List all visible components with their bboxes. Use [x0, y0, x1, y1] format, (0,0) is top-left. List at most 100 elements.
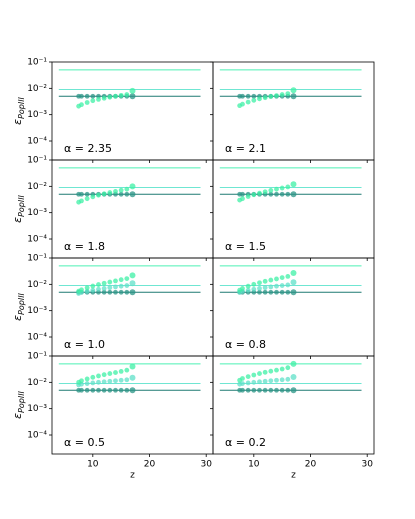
point: [245, 387, 251, 393]
point: [90, 380, 96, 386]
point: [257, 289, 262, 295]
point: [285, 184, 291, 190]
point: [257, 286, 262, 291]
point: [90, 283, 96, 289]
point: [113, 289, 118, 295]
point: [124, 186, 130, 192]
y-tick-label: 10⁻²: [27, 378, 47, 388]
point: [113, 370, 118, 375]
point: [251, 379, 257, 385]
point: [274, 276, 279, 282]
point: [262, 369, 268, 375]
point: [79, 387, 84, 393]
point: [274, 93, 279, 98]
point: [101, 379, 107, 385]
point: [124, 283, 130, 288]
y-tick-label: 10⁻²: [27, 182, 47, 192]
point: [257, 280, 262, 286]
y-axis-label: εPopIII: [11, 194, 26, 222]
point: [118, 191, 124, 197]
point: [107, 285, 113, 291]
x-tick-label: 20: [305, 460, 317, 470]
y-axis-label: εPopIII: [11, 96, 26, 124]
x-tick-label: 20: [144, 460, 156, 470]
panel-frame: [212, 355, 375, 455]
x-tick-label: 30: [200, 460, 212, 470]
point: [129, 191, 136, 198]
point: [129, 93, 136, 100]
point: [129, 87, 136, 94]
y-tick-label: 10⁻¹: [27, 254, 47, 264]
point: [96, 282, 101, 287]
y-tick-label: 10⁻²: [27, 280, 47, 290]
y-label-subscript: PopIII: [17, 194, 26, 217]
point: [79, 378, 84, 384]
point: [96, 192, 101, 198]
point: [118, 387, 124, 393]
point: [251, 372, 257, 378]
point: [279, 387, 285, 393]
y-tick-label: 10⁻⁴: [27, 235, 47, 245]
point: [118, 369, 124, 374]
point: [124, 377, 130, 383]
x-tick-label: 30: [361, 460, 373, 470]
point: [279, 185, 285, 191]
annotation: α = 2.1: [225, 142, 266, 155]
point: [96, 373, 101, 379]
annotation: α = 0.5: [64, 436, 105, 449]
point: [290, 387, 297, 394]
point: [90, 194, 96, 200]
point: [262, 189, 268, 195]
x-axis-label: z: [291, 471, 296, 481]
y-label-symbol: ε: [11, 119, 24, 125]
y-axis-label: εPopIII: [11, 390, 26, 418]
annotation: α = 0.2: [225, 436, 266, 449]
point: [257, 190, 262, 196]
point: [84, 191, 90, 197]
point: [268, 94, 274, 99]
y-tick-label: 10⁻¹: [27, 352, 47, 362]
point: [101, 286, 107, 291]
point: [285, 376, 291, 382]
point: [240, 376, 245, 381]
point: [124, 289, 130, 295]
point: [124, 387, 130, 393]
point: [262, 278, 268, 284]
point: [251, 97, 257, 103]
point: [279, 191, 285, 197]
point: [290, 93, 297, 100]
point: [268, 191, 274, 197]
annotation: α = 0.8: [225, 338, 266, 351]
point: [279, 275, 285, 281]
point: [101, 191, 107, 197]
point: [79, 198, 84, 204]
point: [107, 289, 113, 295]
point: [251, 281, 257, 287]
point: [274, 289, 279, 295]
y-tick-label: 10⁻⁴: [27, 333, 47, 343]
point: [268, 277, 274, 283]
x-axis-label: z: [130, 471, 135, 481]
point: [118, 377, 124, 383]
point: [245, 194, 251, 199]
point: [245, 283, 251, 289]
point: [90, 374, 96, 380]
point: [96, 286, 101, 292]
point: [262, 285, 268, 291]
point: [251, 93, 257, 99]
point: [285, 387, 291, 393]
point: [290, 269, 297, 276]
point: [290, 87, 297, 94]
point: [262, 378, 268, 384]
point: [274, 377, 279, 383]
point: [290, 181, 297, 188]
annotation: α = 2.35: [64, 142, 112, 155]
point: [245, 374, 251, 380]
point: [90, 98, 96, 104]
point: [290, 373, 297, 380]
point: [245, 287, 251, 293]
point: [84, 381, 90, 386]
point: [79, 287, 84, 293]
point: [240, 381, 245, 386]
